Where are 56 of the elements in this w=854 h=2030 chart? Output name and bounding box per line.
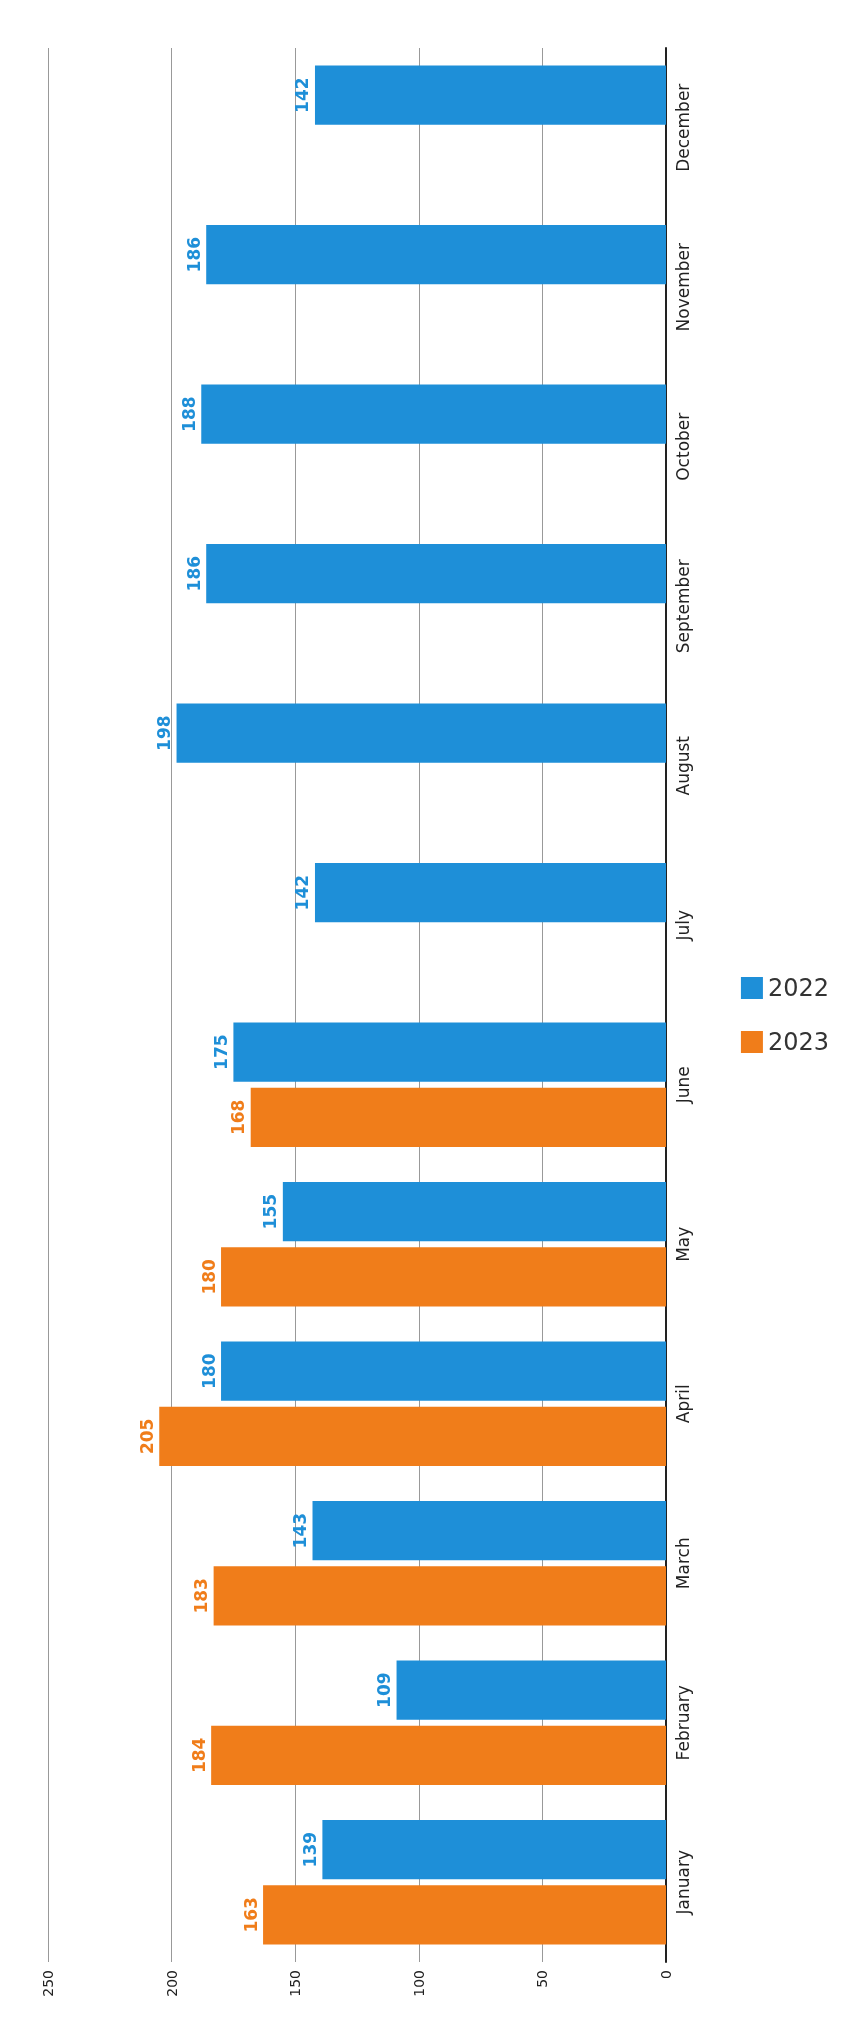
bar <box>396 1660 666 1720</box>
data-label: 186 <box>183 555 204 592</box>
bar <box>176 703 666 763</box>
x-tick-label: 200 <box>163 1970 180 1997</box>
data-label: 142 <box>292 77 313 113</box>
bar <box>282 1182 666 1242</box>
y-tick-label: February <box>672 1685 693 1761</box>
x-tick-label: 50 <box>534 1970 551 1988</box>
bar <box>201 384 666 444</box>
y-tick-label: October <box>672 412 693 481</box>
bar <box>314 65 666 125</box>
y-tick-label: March <box>672 1537 693 1590</box>
bar <box>211 1725 666 1785</box>
x-tick-label: 150 <box>287 1970 304 1997</box>
bar <box>263 1885 666 1945</box>
data-label: 188 <box>178 396 199 432</box>
data-label: 175 <box>210 1034 231 1070</box>
bar <box>206 544 666 604</box>
y-tick-label: December <box>672 83 693 172</box>
bar <box>206 225 666 285</box>
bar <box>159 1406 666 1466</box>
data-label: 186 <box>183 236 204 273</box>
bar <box>213 1566 666 1626</box>
data-label: 198 <box>154 715 175 751</box>
x-tick-label: 250 <box>40 1970 56 1997</box>
legend-label: 2023 <box>767 1028 829 1056</box>
x-tick-label: 100 <box>410 1970 427 1997</box>
y-tick-label: April <box>672 1384 693 1424</box>
legend-label: 2022 <box>767 974 829 1002</box>
x-tick-label: 0 <box>658 1970 674 1979</box>
y-tick-label: May <box>672 1226 693 1262</box>
data-label: 168 <box>228 1099 249 1136</box>
data-label: 143 <box>290 1512 310 1549</box>
data-label: 109 <box>374 1672 395 1708</box>
data-label: 163 <box>240 1897 261 1933</box>
y-tick-label: July <box>672 909 693 942</box>
data-label: 180 <box>198 1353 219 1389</box>
bar <box>233 1022 666 1082</box>
data-label: 184 <box>188 1737 209 1774</box>
y-tick-label: September <box>672 559 693 654</box>
bar <box>250 1087 666 1147</box>
bar <box>221 1341 666 1401</box>
bar <box>312 1501 666 1561</box>
y-tick-label: June <box>672 1066 693 1105</box>
y-tick-label: November <box>672 243 693 332</box>
data-label: 183 <box>191 1578 212 1614</box>
y-tick-label: January <box>672 1850 693 1916</box>
data-label: 205 <box>136 1418 157 1455</box>
data-label: 180 <box>198 1258 219 1295</box>
data-label: 139 <box>299 1831 320 1868</box>
bar <box>314 863 666 923</box>
data-label: 142 <box>292 874 313 911</box>
bar <box>221 1247 666 1307</box>
data-label: 155 <box>260 1193 281 1230</box>
y-tick-label: August <box>672 735 693 796</box>
bar <box>322 1820 666 1880</box>
